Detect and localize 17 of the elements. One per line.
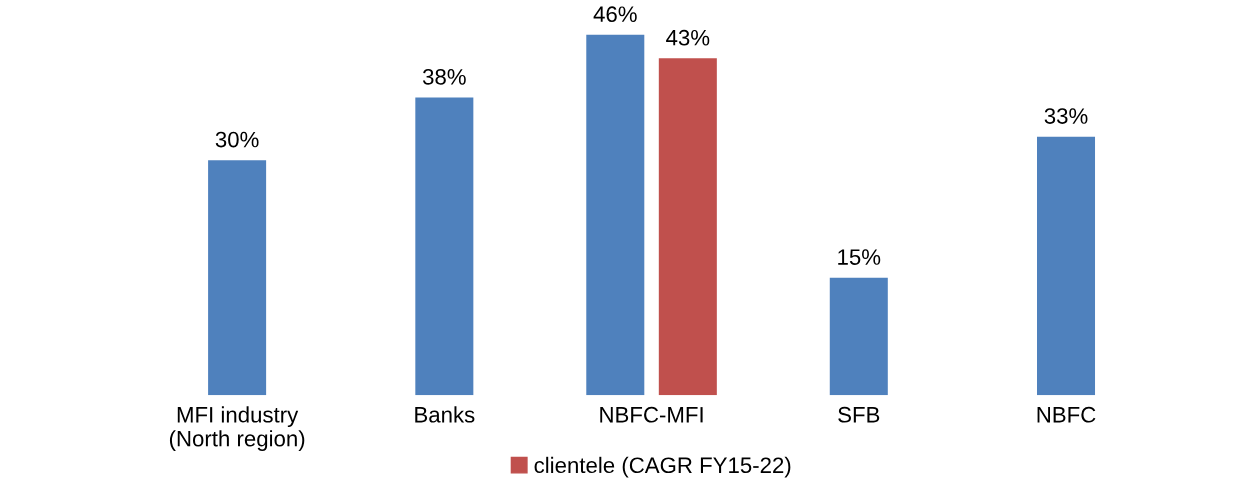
x-tick-label: Banks [415, 406, 475, 423]
data-label: 33% [1044, 108, 1088, 124]
x-tick-label: NBFC [1037, 406, 1096, 423]
data-label: 43% [666, 29, 710, 46]
legend-label: clientele (CAGR FY15-22) [534, 456, 791, 478]
x-tick-label: MFI industry (North region) [169, 406, 305, 451]
bar [658, 58, 717, 396]
x-tick-label: SFB [838, 406, 880, 423]
data-label: 30% [215, 131, 259, 148]
data-label: 15% [838, 249, 881, 265]
data-label: 38% [422, 69, 466, 85]
data-label: 46% [593, 6, 637, 23]
x-tick-label: NBFC-MFI [600, 406, 703, 423]
bar [1037, 136, 1096, 396]
bar [415, 97, 474, 396]
bar [208, 160, 267, 396]
bar [829, 277, 888, 396]
